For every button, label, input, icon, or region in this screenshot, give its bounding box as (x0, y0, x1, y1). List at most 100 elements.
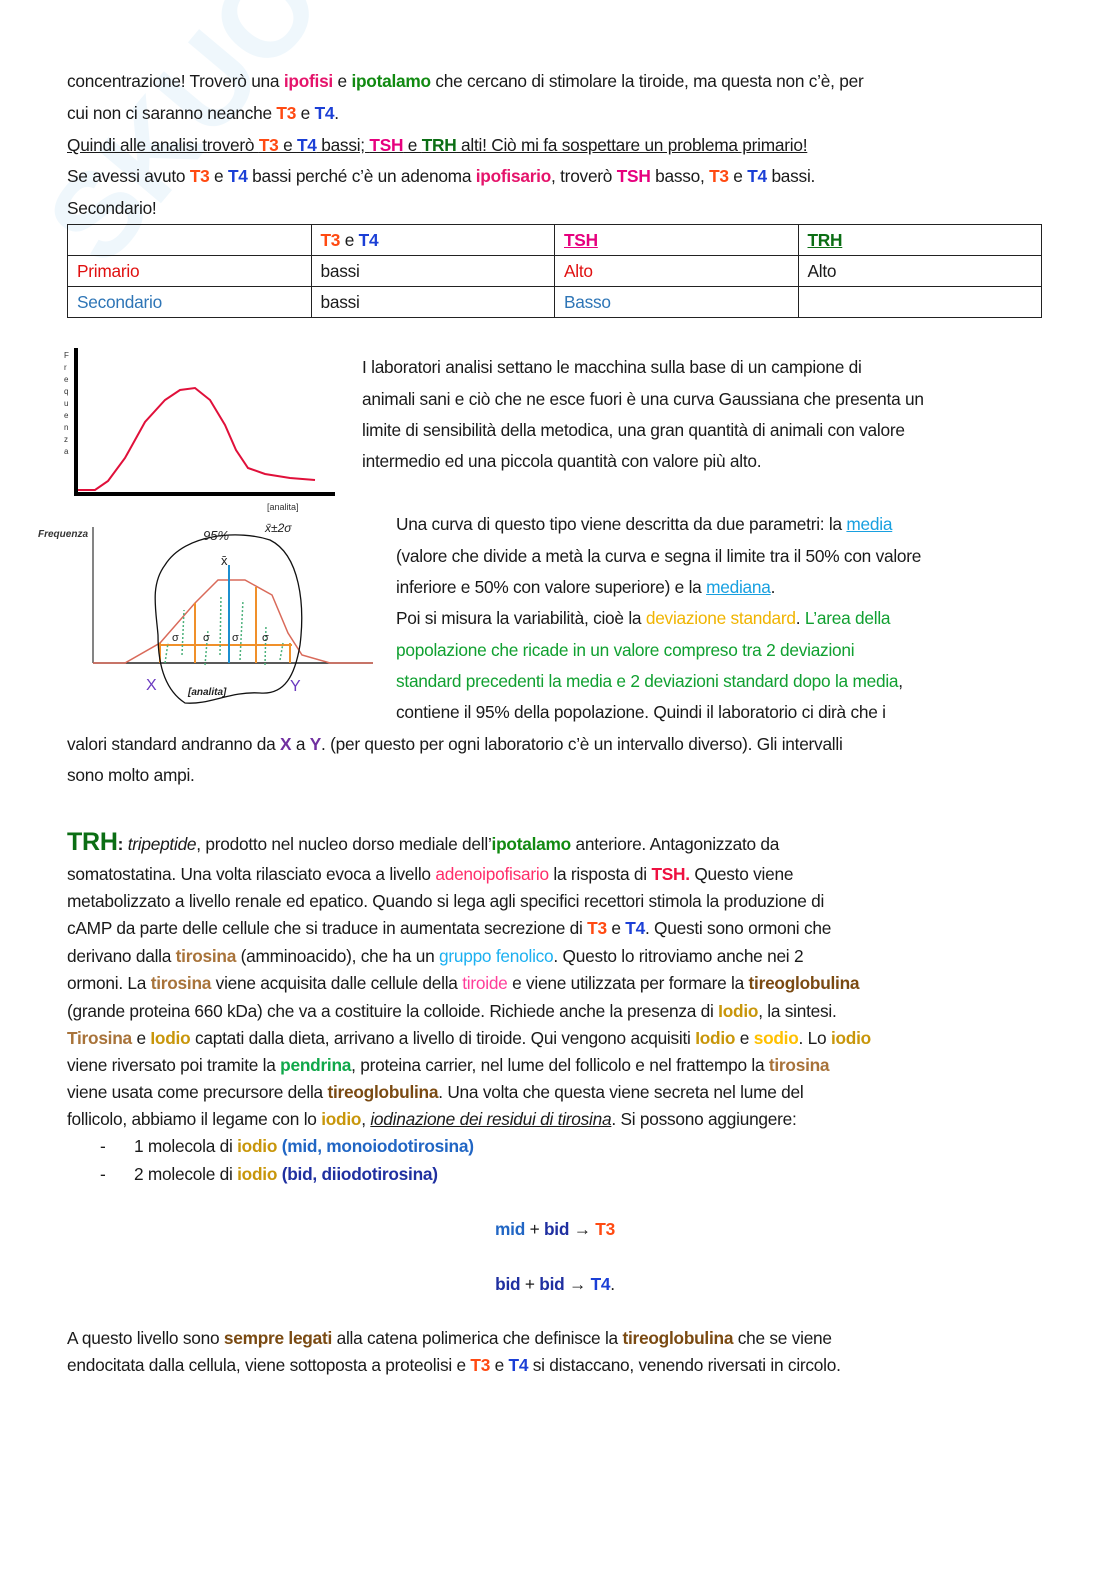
text-line: TRH: tripeptide, prodotto nel nucleo dor… (67, 830, 780, 855)
text-segment: T3 (276, 103, 297, 123)
text-segment: la risposta di (548, 864, 652, 884)
text-segment: bid (543, 1219, 570, 1239)
text-segment: L’area della (804, 608, 891, 628)
text-segment: e (490, 1355, 509, 1375)
header-t4: T4 (358, 229, 379, 250)
text-segment: e (278, 135, 297, 155)
text-segment: T3 (470, 1355, 491, 1375)
text-segment: T4 (590, 1274, 611, 1294)
text-segment: Iodio (150, 1028, 191, 1048)
text-segment: (valore che divide a metà la curva e seg… (396, 546, 922, 566)
x-axis-label: [analita] (187, 687, 227, 698)
sigma-mark: σ (203, 632, 210, 644)
text-segment: follicolo, abbiamo il legame con lo (67, 1109, 322, 1129)
text-segment: iodio (830, 1028, 871, 1048)
text-line: somatostatina. Una volta rilasciato evoc… (67, 863, 793, 885)
text-line: Quindi alle analisi troverò T3 e T4 bass… (67, 134, 808, 156)
link[interactable]: mediana (706, 577, 771, 597)
text-segment: . Questo lo ritroviamo anche nei 2 (553, 946, 804, 966)
text-segment: che se viene (733, 1328, 832, 1348)
text-segment: bassi perché c’è un adenoma (247, 166, 476, 186)
text-line: A questo livello sono sempre legati alla… (67, 1327, 832, 1349)
text-segment: tirosina (150, 973, 212, 993)
text-segment: sempre legati (223, 1328, 333, 1348)
text-segment: concentrazione! Troverò una (67, 71, 284, 91)
text-segment: e (332, 71, 352, 91)
text-line: inferiore e 50% con valore superiore) e … (396, 576, 775, 598)
figure-annotated-distribution: Frequenza X Y [analita] 95% x̄±2σ x̄ σ σ… (38, 521, 373, 704)
text-line: Poi si misura la variabilità, cioè la de… (396, 607, 891, 629)
text-segment: , (898, 671, 903, 691)
text-line: sono molto ampi. (67, 764, 195, 786)
note-95: 95% (203, 528, 229, 543)
list-item: - 1 molecola di iodio (mid, monoiodotiros… (100, 1135, 474, 1157)
text-segment: bassi. (766, 166, 816, 186)
text-segment: mid (495, 1219, 526, 1239)
hatching (164, 594, 284, 666)
text-segment: iodinazione dei residui di tirosina (370, 1109, 612, 1129)
text-line: (valore che divide a metà la curva e seg… (396, 545, 921, 567)
list-bullet: - (100, 1164, 106, 1184)
hand-drawn-circle (154, 534, 303, 704)
text-line: Se avessi avuto T3 e T4 bassi perché c’è… (67, 165, 815, 187)
text-segment: T3 (587, 918, 607, 938)
text-segment: e (735, 1028, 754, 1048)
text-line: cAMP da parte delle cellule che si tradu… (67, 917, 831, 939)
list-item: - 2 molecole di iodio (bid, diiodotirosin… (100, 1163, 438, 1185)
row-label-secondario: Secondario (67, 286, 312, 318)
text-segment: Iodio (718, 1001, 759, 1021)
text-segment: , proteina carrier, nel lume del follico… (351, 1055, 769, 1075)
text-segment: sodio (753, 1028, 799, 1048)
text-segment: e (606, 918, 626, 938)
text-segment: Questo viene (689, 864, 794, 884)
link[interactable]: media (846, 514, 893, 534)
formula: mid + bid → T3 (495, 1218, 615, 1240)
text-segment: tirosina (175, 946, 237, 966)
text-segment: pendrina (280, 1055, 352, 1075)
table-row: Secondario bassi Basso (67, 286, 1042, 318)
text-segment: TSH (616, 166, 651, 186)
text-segment: e viene utilizzata per formare la (507, 973, 749, 993)
text-segment: bid (539, 1274, 565, 1294)
sigma-mark: σ (262, 632, 269, 644)
text-line: metabolizzato a livello renale ed epatic… (67, 890, 824, 912)
text-segment: si distaccano, venendo riversati in circ… (528, 1355, 841, 1375)
text-segment: X (280, 734, 292, 754)
text-segment: ipotalamo (351, 71, 431, 91)
comparison-table: T3 e T4 TSH TRH Primario bassi Alto Alto… (67, 224, 1042, 318)
text-segment: viene riversato poi tramite la (67, 1055, 281, 1075)
text-segment: . (per questo per ogni laboratorio c’è u… (321, 734, 843, 754)
text-segment: deviazione standard (645, 608, 796, 628)
mean-mark: x̄ (221, 553, 228, 568)
text-segment: A questo livello sono (67, 1328, 224, 1348)
text-line: Secondario! (67, 197, 157, 219)
text-segment: 1 molecola di (134, 1136, 238, 1156)
text-segment: 2 molecole di (134, 1164, 238, 1184)
text-segment: e (131, 1028, 151, 1048)
text-segment: : (117, 834, 128, 854)
text-segment: e (209, 166, 228, 186)
text-segment: (amminoacido), che ha un (236, 946, 439, 966)
text-segment: che cercano di stimolare la tiroide, ma … (430, 71, 864, 91)
header-t3: T3 (320, 229, 341, 250)
list-bullet: - (100, 1136, 106, 1156)
text-segment: iodio (321, 1109, 362, 1129)
text-segment: → (569, 1219, 596, 1239)
text-segment: Poi si misura la variabilità, cioè la (396, 608, 646, 628)
text-segment: I laboratori analisi settano le macchina… (362, 357, 862, 377)
text-line: standard precedenti la media e 2 deviazi… (396, 670, 903, 692)
header-tsh: TSH (554, 224, 799, 256)
text-segment: alla catena polimerica che definisce la (332, 1328, 623, 1348)
distribution-curve (93, 579, 373, 664)
cell-t3t4: bassi (310, 286, 555, 318)
text-segment: anteriore. Antagonizzato da (570, 834, 780, 854)
text-segment: TSH. (651, 864, 690, 884)
text-segment: e (728, 166, 748, 186)
text-line: limite di sensibilità della metodica, un… (362, 419, 905, 441)
table-row: Primario bassi Alto Alto (67, 255, 1042, 287)
frequency-curve (78, 386, 316, 491)
text-segment: viene acquisita dalle cellule della (211, 973, 463, 993)
